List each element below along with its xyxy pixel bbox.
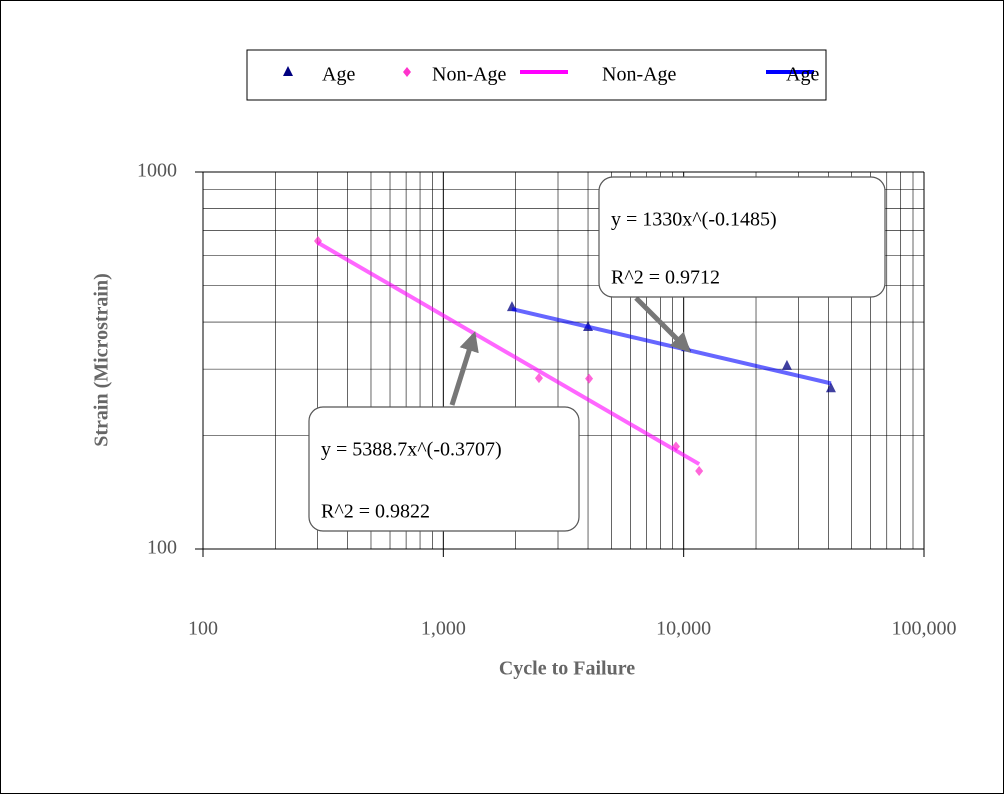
y-axis-title: Strain (Microstrain) <box>91 273 113 447</box>
x-tick-label: 1,000 <box>421 618 466 640</box>
page: {"chart_data": { "type": "scatter", "x_t… <box>0 0 1004 794</box>
x-axis-title: Cycle to Failure <box>499 658 635 680</box>
legend-label: Non-Age <box>602 64 677 86</box>
callout-equation: y = 5388.7x^(-0.3707) <box>321 439 502 461</box>
y-tick-label: 100 <box>147 537 177 559</box>
callout-equation: y = 1330x^(-0.1485) <box>611 209 777 231</box>
x-tick-label: 10,000 <box>656 618 711 640</box>
y-tick-label: 1000 <box>137 160 177 182</box>
legend-label: Age <box>322 64 355 86</box>
legend-label: Non-Age <box>432 64 507 86</box>
chart: Cycle to Failure Strain (Microstrain) 10… <box>0 0 1004 794</box>
x-tick-label: 100 <box>188 618 218 640</box>
legend-label: Age <box>786 64 819 86</box>
x-tick-label: 100,000 <box>892 618 957 640</box>
callout-r2: R^2 = 0.9712 <box>611 267 720 289</box>
callout-r2: R^2 = 0.9822 <box>321 501 430 523</box>
